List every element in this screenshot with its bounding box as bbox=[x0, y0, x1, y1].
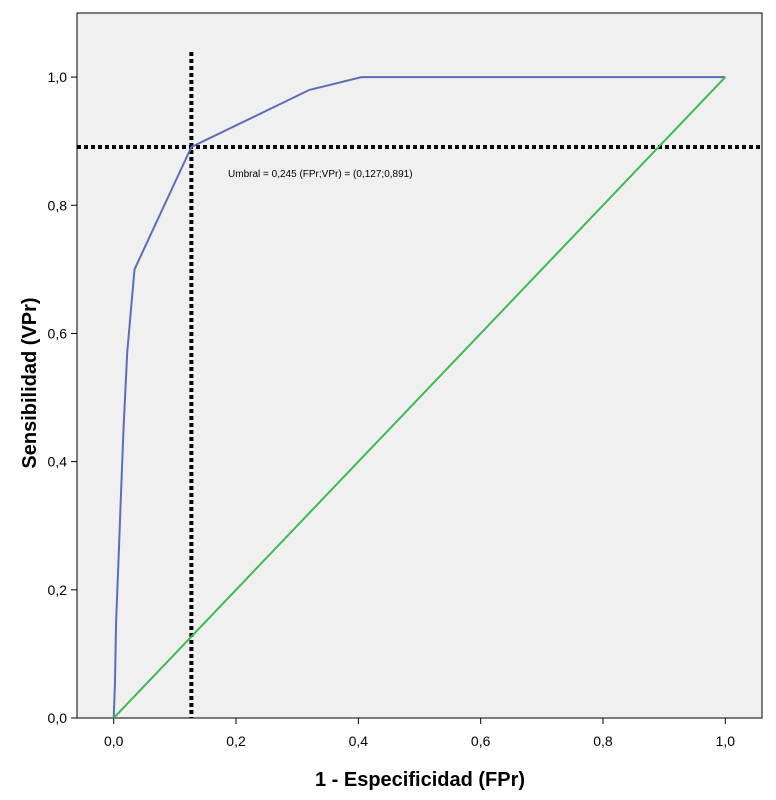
diagonal-reference-line bbox=[112, 76, 727, 719]
y-tick-label: 0,6 bbox=[48, 325, 68, 341]
y-tick-label: 1,0 bbox=[48, 69, 68, 85]
x-tick-label: 0,2 bbox=[226, 733, 246, 749]
y-axis-title: Sensibilidad (VPr) bbox=[19, 297, 41, 468]
y-tick-label: 0,8 bbox=[48, 197, 68, 213]
x-tick-label: 0,6 bbox=[471, 733, 491, 749]
x-tick-label: 1,0 bbox=[716, 733, 736, 749]
x-tick-label: 0,0 bbox=[104, 733, 124, 749]
axis-ticks: 0,0 0,2 0,4 0,6 0,8 1,0 0,0 0,2 0,4 0,6 0,8 1,0 bbox=[48, 69, 736, 749]
y-tick-label: 0,0 bbox=[48, 710, 68, 726]
series-group bbox=[112, 76, 727, 719]
y-tick-label: 0,4 bbox=[48, 454, 68, 470]
plot-background bbox=[76, 12, 763, 719]
threshold-annotation: Umbral = 0,245 (FPr;VPr) = (0,127;0,891) bbox=[228, 169, 413, 180]
x-tick-label: 0,4 bbox=[349, 733, 369, 749]
x-axis-title: 1 - Especificidad (FPr) bbox=[315, 769, 525, 791]
y-tick-label: 0,2 bbox=[48, 582, 68, 598]
x-tick-label: 0,8 bbox=[593, 733, 613, 749]
roc-curve-line bbox=[112, 76, 726, 719]
